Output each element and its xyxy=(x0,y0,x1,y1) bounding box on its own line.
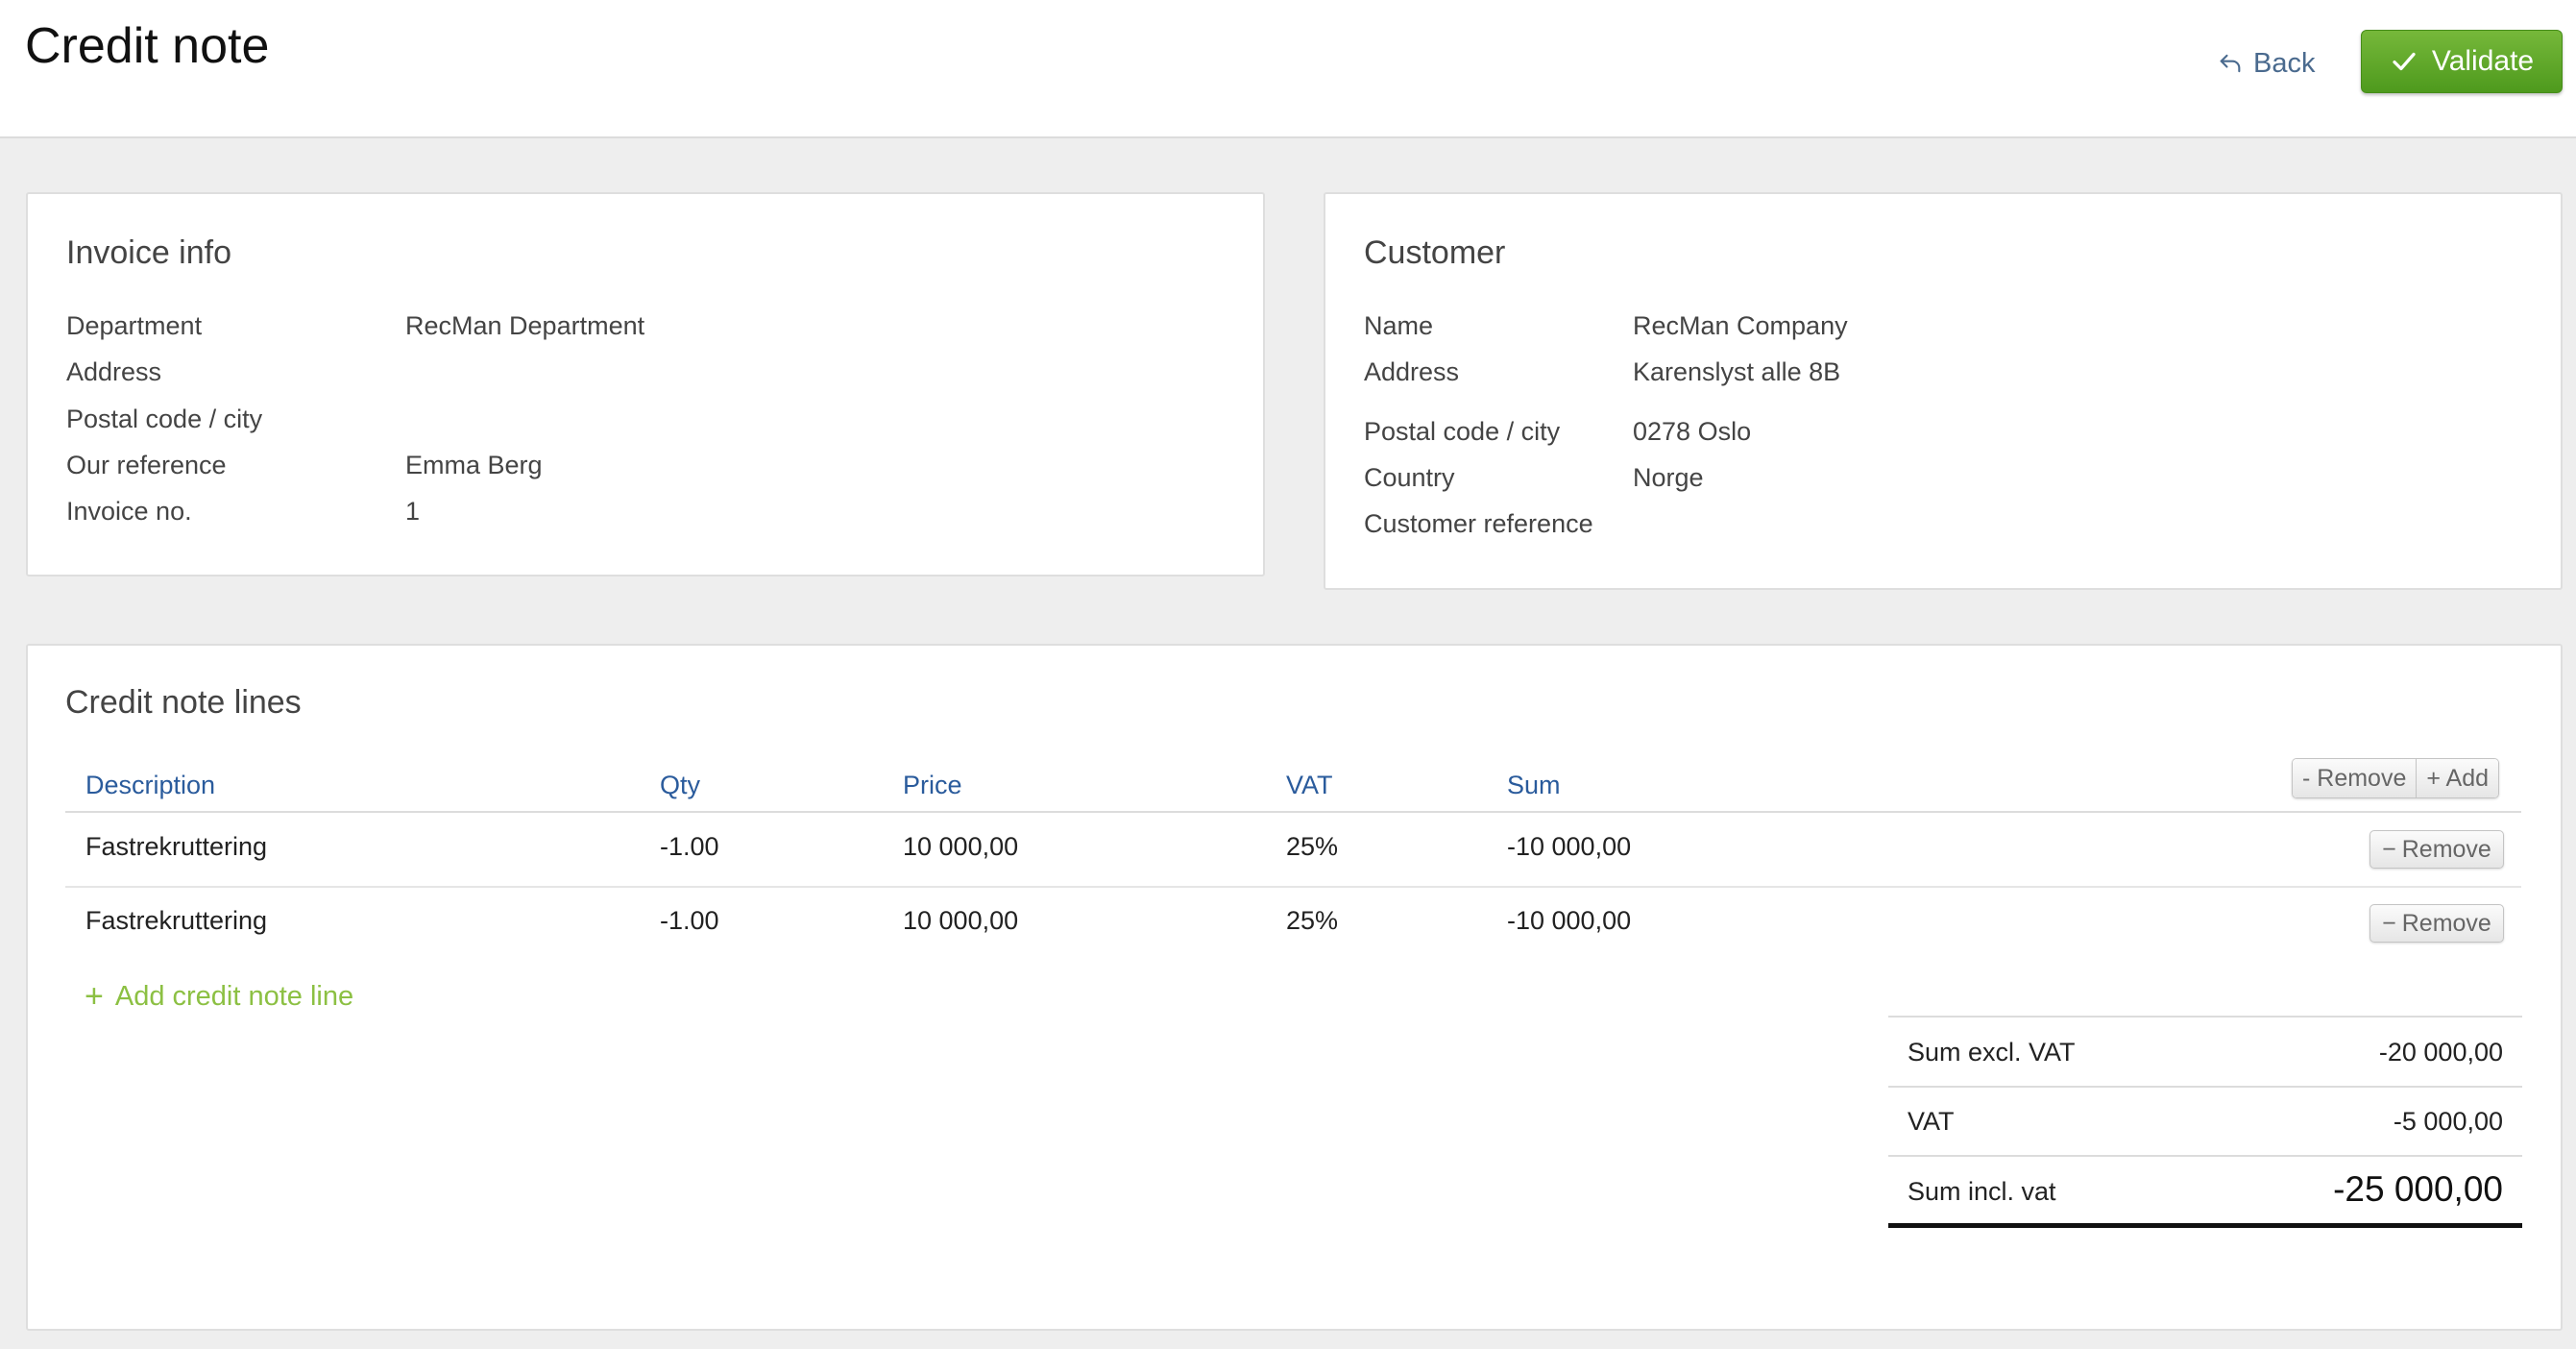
add-credit-note-line-label: Add credit note line xyxy=(114,980,354,1012)
sum-incl-vat-value: -25 000,00 xyxy=(2333,1169,2503,1209)
invoice-no-value: 1 xyxy=(405,497,421,526)
row-price: 10 000,00 xyxy=(903,832,1019,861)
vat-value: -5 000,00 xyxy=(2393,1107,2503,1136)
group-remove-button[interactable]: - Remove xyxy=(2293,759,2417,797)
customer-address-value: Karenslyst alle 8B xyxy=(1633,357,1841,386)
minus-icon: − xyxy=(2382,835,2396,863)
page-header: Credit note Back Validate xyxy=(0,0,2576,138)
customer-country-value: Norge xyxy=(1633,463,1704,492)
row-vat: 25% xyxy=(1286,832,1339,861)
customer-reference-label: Customer reference xyxy=(1364,509,1593,538)
customer-postal-label: Postal code / city xyxy=(1364,417,1561,446)
col-header-qty[interactable]: Qty xyxy=(660,771,701,799)
address-label: Address xyxy=(66,357,162,386)
row-description: Fastrekruttering xyxy=(85,906,268,935)
back-arrow-icon xyxy=(2220,54,2241,73)
line-actions-group: - Remove + Add xyxy=(2292,758,2500,798)
validate-button[interactable]: Validate xyxy=(2361,30,2563,93)
plus-icon: + xyxy=(85,978,104,1015)
totals-top-divider xyxy=(1888,1016,2522,1018)
add-credit-note-line-link[interactable]: + Add credit note line xyxy=(85,980,353,1013)
department-label: Department xyxy=(66,311,203,340)
minus-icon: − xyxy=(2382,909,2396,937)
sum-excl-vat-label: Sum excl. VAT xyxy=(1908,1038,2076,1067)
col-header-vat[interactable]: VAT xyxy=(1286,771,1333,799)
customer-address-label: Address xyxy=(1364,357,1460,386)
row-remove-button[interactable]: − Remove xyxy=(2369,830,2504,869)
totals-divider xyxy=(1888,1155,2522,1157)
row-qty: -1.00 xyxy=(660,832,719,861)
customer-name-value: RecMan Company xyxy=(1633,311,1848,340)
back-button[interactable]: Back xyxy=(2217,42,2315,85)
postal-code-city-label: Postal code / city xyxy=(66,405,263,433)
row-description: Fastrekruttering xyxy=(85,832,268,861)
sum-incl-vat-label: Sum incl. vat xyxy=(1908,1177,2056,1206)
row-remove-button[interactable]: − Remove xyxy=(2369,904,2504,943)
row-remove-label: Remove xyxy=(2401,835,2491,863)
customer-card: Customer Name RecMan Company Address Kar… xyxy=(1324,192,2563,590)
row-sum: -10 000,00 xyxy=(1507,906,1632,935)
row-vat: 25% xyxy=(1286,906,1339,935)
customer-postal-value: 0278 Oslo xyxy=(1633,417,1752,446)
back-label: Back xyxy=(2253,47,2316,79)
totals-bottom-rule xyxy=(1888,1223,2522,1228)
checkmark-icon xyxy=(2393,52,2416,71)
table-header-divider xyxy=(65,811,2521,813)
totals-divider xyxy=(1888,1086,2522,1088)
invoice-info-title: Invoice info xyxy=(66,234,231,271)
col-header-price[interactable]: Price xyxy=(903,771,962,799)
row-sum: -10 000,00 xyxy=(1507,832,1632,861)
vat-label: VAT xyxy=(1908,1107,1955,1136)
credit-note-lines-card xyxy=(26,644,2563,1331)
row-divider xyxy=(65,886,2521,888)
validate-label: Validate xyxy=(2431,45,2535,77)
invoice-info-card: Invoice info Department RecMan Departmen… xyxy=(26,192,1265,576)
our-reference-value: Emma Berg xyxy=(405,451,543,479)
sum-excl-vat-value: -20 000,00 xyxy=(2378,1038,2503,1067)
row-price: 10 000,00 xyxy=(903,906,1019,935)
col-header-description[interactable]: Description xyxy=(85,771,216,799)
customer-title: Customer xyxy=(1364,234,1506,271)
customer-country-label: Country xyxy=(1364,463,1455,492)
page-title: Credit note xyxy=(25,18,270,74)
our-reference-label: Our reference xyxy=(66,451,227,479)
customer-name-label: Name xyxy=(1364,311,1434,340)
group-add-button[interactable]: + Add xyxy=(2416,759,2499,797)
row-qty: -1.00 xyxy=(660,906,719,935)
col-header-sum[interactable]: Sum xyxy=(1507,771,1561,799)
credit-note-lines-title: Credit note lines xyxy=(65,684,302,721)
row-remove-label: Remove xyxy=(2401,909,2491,937)
department-value: RecMan Department xyxy=(405,311,645,340)
invoice-no-label: Invoice no. xyxy=(66,497,192,526)
